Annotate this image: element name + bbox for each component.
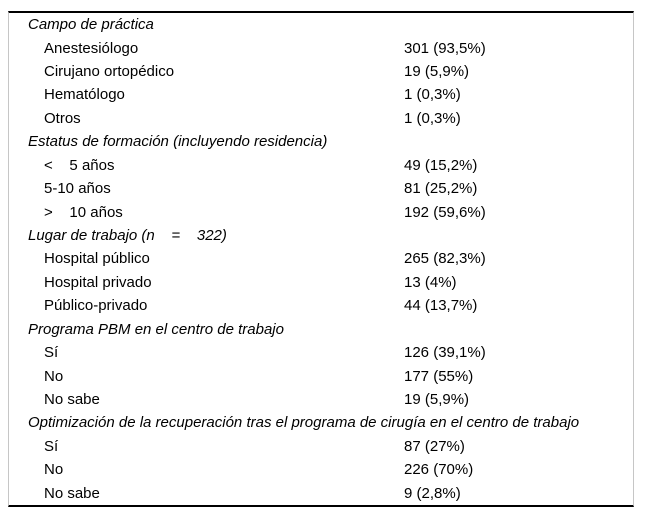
section-header-row: Estatus de formación (incluyendo residen…	[9, 130, 633, 153]
row-value: 1 (0,3%)	[404, 86, 461, 104]
row-value: 192 (59,6%)	[404, 203, 486, 221]
row-value: 44 (13,7%)	[404, 297, 478, 315]
table-row: Anestesiólogo 301 (93,5%)	[9, 36, 633, 59]
section-header: Lugar de trabajo (n = 322)	[28, 227, 227, 244]
table-row: No sabe 9 (2,8%)	[9, 481, 633, 504]
row-label: Sí	[44, 344, 59, 362]
row-label: No sabe	[44, 484, 100, 502]
row-value: 19 (5,9%)	[404, 390, 470, 408]
row-label: Público-privado	[44, 297, 148, 315]
section-header-row: Lugar de trabajo (n = 322)	[9, 224, 633, 247]
row-value: 49 (15,2%)	[404, 156, 478, 174]
row-label: Hematólogo	[44, 86, 125, 104]
table-row: Sí 126 (39,1%)	[9, 341, 633, 364]
row-value: 1 (0,3%)	[404, 109, 461, 127]
row-label: No	[44, 367, 64, 385]
table-row: < 5 años 49 (15,2%)	[9, 154, 633, 177]
row-label: 5-10 años	[44, 180, 111, 198]
section-header: Estatus de formación (incluyendo residen…	[28, 133, 328, 151]
table-row: Hematólogo 1 (0,3%)	[9, 83, 633, 106]
row-value: 265 (82,3%)	[404, 250, 486, 268]
row-label: Otros	[44, 109, 81, 127]
section-header-row: Campo de práctica	[9, 13, 633, 36]
row-label: > 10 años	[44, 203, 123, 221]
section-header: Optimización de la recuperación tras el …	[28, 414, 580, 432]
table-row: No 226 (70%)	[9, 458, 633, 481]
section-header: Programa PBM en el centro de trabajo	[28, 320, 284, 338]
row-label: Sí	[44, 437, 59, 455]
row-label: < 5 años	[44, 156, 115, 174]
table-row: Hospital público 265 (82,3%)	[9, 247, 633, 270]
table-row: Otros 1 (0,3%)	[9, 107, 633, 130]
row-value: 81 (25,2%)	[404, 180, 478, 198]
table-rows: Campo de práctica Anestesiólogo 301 (93,…	[9, 13, 633, 505]
section-header-row: Optimización de la recuperación tras el …	[9, 411, 633, 434]
table-row: No sabe 19 (5,9%)	[9, 388, 633, 411]
section-header: Campo de práctica	[28, 16, 154, 34]
row-value: 126 (39,1%)	[404, 344, 486, 362]
row-label: No	[44, 461, 64, 479]
row-label: Hospital público	[44, 250, 150, 268]
table-row: 5-10 años 81 (25,2%)	[9, 177, 633, 200]
row-value: 87 (27%)	[404, 437, 465, 455]
section-header-row: Programa PBM en el centro de trabajo	[9, 317, 633, 340]
row-value: 19 (5,9%)	[404, 63, 470, 81]
table-row: > 10 años 192 (59,6%)	[9, 200, 633, 223]
row-value: 9 (2,8%)	[404, 484, 461, 502]
table-row: Cirujano ortopédico 19 (5,9%)	[9, 60, 633, 83]
summary-table: Campo de práctica Anestesiólogo 301 (93,…	[8, 11, 634, 507]
table-row: Público-privado 44 (13,7%)	[9, 294, 633, 317]
row-value: 13 (4%)	[404, 273, 457, 291]
row-value: 301 (93,5%)	[404, 39, 486, 57]
row-label: Anestesiólogo	[44, 39, 139, 57]
table-row: Hospital privado 13 (4%)	[9, 271, 633, 294]
row-value: 177 (55%)	[404, 367, 474, 385]
row-label: No sabe	[44, 390, 100, 408]
row-label: Hospital privado	[44, 273, 152, 291]
row-label: Cirujano ortopédico	[44, 63, 175, 81]
row-value: 226 (70%)	[404, 461, 474, 479]
table-row: Sí 87 (27%)	[9, 435, 633, 458]
table-row: No 177 (55%)	[9, 364, 633, 387]
